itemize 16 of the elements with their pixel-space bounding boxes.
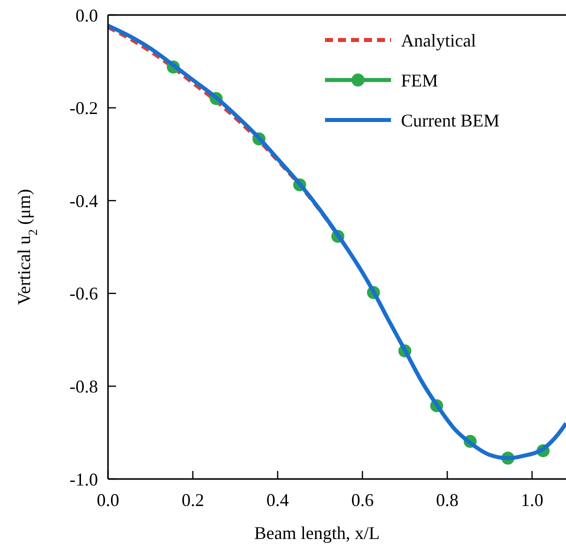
x-tick-label: 1.0 bbox=[520, 490, 544, 510]
y-tick-label: -0.2 bbox=[70, 98, 98, 118]
legend-label: FEM bbox=[401, 70, 438, 90]
y-tick-label: -0.8 bbox=[70, 376, 98, 396]
legend-label: Current BEM bbox=[401, 110, 500, 130]
x-tick-label: 0.6 bbox=[351, 490, 374, 510]
x-tick-label: 0.4 bbox=[266, 490, 289, 510]
y-tick-label: -1.0 bbox=[70, 469, 98, 490]
y-tick-label: -0.4 bbox=[70, 190, 98, 211]
legend-label: Analytical bbox=[401, 30, 476, 50]
x-tick-label: 0.8 bbox=[436, 490, 459, 510]
x-axis-title: Beam length, x/L bbox=[254, 523, 380, 543]
x-tick-label: 0.0 bbox=[96, 490, 120, 510]
y-tick-label: -0.6 bbox=[70, 284, 98, 304]
y-tick-label: 0.0 bbox=[76, 5, 98, 26]
x-tick-label: 0.2 bbox=[182, 490, 204, 510]
